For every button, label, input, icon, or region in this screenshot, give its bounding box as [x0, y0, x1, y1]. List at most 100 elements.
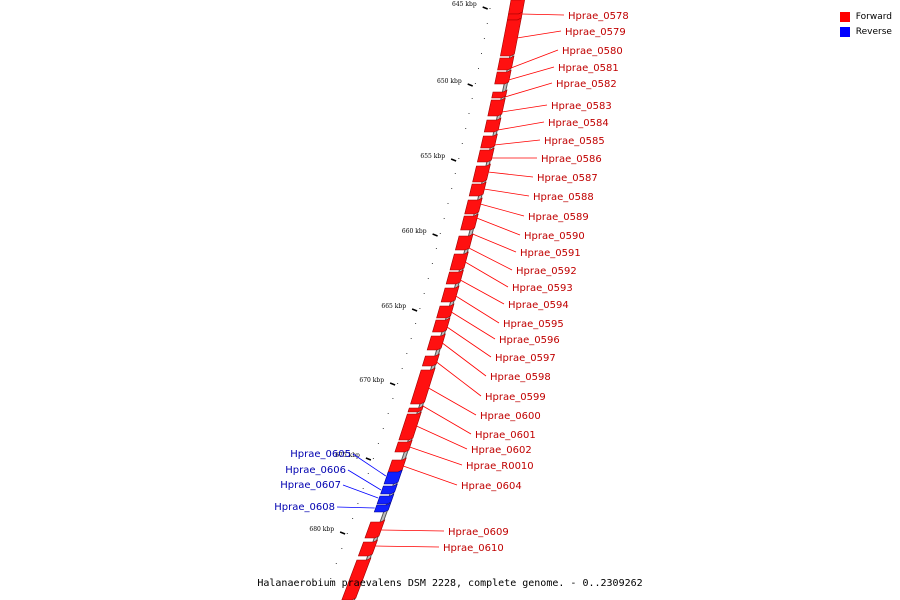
forward-gene-block: [398, 411, 422, 441]
forward-swatch: [839, 11, 850, 22]
reverse-gene-label: Hprae_0608: [274, 502, 335, 513]
minor-tick: [330, 578, 332, 579]
forward-gene-block: [341, 557, 372, 600]
minor-tick: [341, 548, 343, 549]
forward-leader-line: [468, 247, 513, 271]
minor-tick: [478, 68, 479, 69]
reverse-gene-block: [383, 469, 403, 485]
minor-tick: [427, 278, 429, 279]
reverse-leader-line: [352, 453, 387, 477]
minor-tick: [401, 368, 403, 369]
reverse-gene-label: Hprae_0606: [285, 465, 346, 476]
minor-tick: [471, 98, 473, 99]
forward-gene-label: Hprae_0586: [541, 154, 602, 165]
forward-gene-label: Hprae_0584: [548, 118, 609, 129]
forward-gene-label: Hprae_0593: [512, 283, 573, 294]
forward-leader-line: [510, 49, 559, 69]
forward-leader-line: [422, 405, 472, 435]
major-tick: [365, 457, 372, 461]
minor-tick: [458, 158, 460, 159]
forward-leader-line: [416, 425, 468, 450]
forward-leader-line: [501, 104, 548, 113]
legend-forward-label: Forward: [855, 11, 892, 22]
forward-leader-line: [428, 387, 477, 416]
forward-leader-line: [487, 171, 534, 178]
forward-gene-block: [500, 17, 522, 57]
forward-gene-block: [364, 519, 386, 539]
forward-gene-label: Hprae_0604: [461, 481, 522, 492]
forward-gene-block: [483, 117, 502, 133]
forward-gene-label: Hprae_0594: [508, 300, 569, 311]
forward-gene-block: [436, 303, 455, 319]
forward-gene-label: Hprae_0592: [516, 266, 577, 277]
minor-tick: [474, 83, 476, 84]
major-tick: [432, 233, 438, 237]
minor-tick: [431, 263, 433, 264]
minor-tick: [419, 308, 421, 309]
reverse-swatch: [839, 26, 850, 37]
forward-gene-label: Hprae_0597: [495, 353, 556, 364]
forward-leader-line: [521, 13, 565, 16]
forward-leader-line: [409, 446, 463, 466]
forward-gene-label: Hprae_0589: [528, 212, 589, 223]
major-tick: [339, 531, 346, 535]
tick-label: 660 kbp: [402, 228, 427, 235]
forward-gene-label: Hprae_0601: [475, 430, 536, 441]
forward-gene-block: [494, 69, 512, 85]
minor-tick: [377, 443, 379, 444]
minor-tick: [483, 38, 485, 39]
minor-tick: [357, 503, 359, 504]
forward-gene-block: [432, 317, 451, 333]
major-tick: [450, 158, 457, 162]
forward-gene-label: Hprae_0585: [544, 136, 605, 147]
minor-tick: [468, 113, 470, 114]
minor-tick: [382, 428, 384, 429]
forward-gene-block: [460, 213, 479, 231]
legend-reverse-label: Reverse: [855, 26, 892, 37]
map-caption: Halanaerobium praevalens DSM 2228, compl…: [257, 578, 643, 589]
forward-gene-label: Hprae_0598: [490, 372, 551, 383]
forward-gene-block: [454, 233, 474, 251]
forward-gene-label: Hprae_0590: [524, 231, 585, 242]
forward-gene-label: Hprae_0582: [556, 79, 617, 90]
forward-leader-line: [403, 465, 458, 486]
tick-label: 645 kbp: [452, 1, 477, 8]
forward-gene-label: Hprae_0609: [448, 527, 509, 538]
forward-gene-label: Hprae_0578: [568, 11, 629, 22]
forward-gene-block: [491, 89, 508, 99]
reverse-gene-label: Hprae_0605: [290, 449, 351, 460]
minor-tick: [362, 488, 364, 489]
forward-gene-label: Hprae_0610: [443, 543, 504, 554]
forward-gene-block: [468, 181, 487, 197]
minor-tick: [481, 53, 482, 54]
tick-label: 680 kbp: [309, 526, 334, 533]
tick-label: 665 kbp: [381, 303, 406, 310]
forward-gene-label: Hprae_0602: [471, 445, 532, 456]
forward-leader-line: [380, 529, 445, 532]
forward-gene-block: [445, 269, 464, 285]
minor-tick: [335, 563, 337, 564]
reverse-gene-block: [373, 502, 392, 513]
forward-leader-line: [472, 233, 517, 253]
forward-gene-block: [421, 353, 440, 367]
forward-leader-line: [494, 139, 541, 146]
forward-leader-line: [436, 361, 482, 397]
minor-tick: [352, 518, 354, 519]
minor-tick: [423, 293, 425, 294]
forward-gene-block: [497, 55, 515, 71]
forward-gene-block: [357, 539, 379, 557]
forward-gene-block: [487, 97, 506, 117]
forward-gene-block: [394, 439, 413, 453]
minor-tick: [486, 23, 488, 24]
forward-gene-label: Hprae_0600: [480, 411, 541, 422]
legend: Forward Reverse: [839, 9, 892, 39]
minor-tick: [443, 218, 445, 219]
forward-gene-label: Hprae_R0010: [466, 461, 534, 472]
forward-leader-line: [504, 82, 553, 98]
forward-leader-line: [451, 311, 496, 340]
forward-gene-label: Hprae_0580: [562, 46, 623, 57]
minor-tick: [439, 233, 441, 234]
forward-gene-block: [480, 133, 498, 149]
minor-tick: [367, 473, 369, 474]
